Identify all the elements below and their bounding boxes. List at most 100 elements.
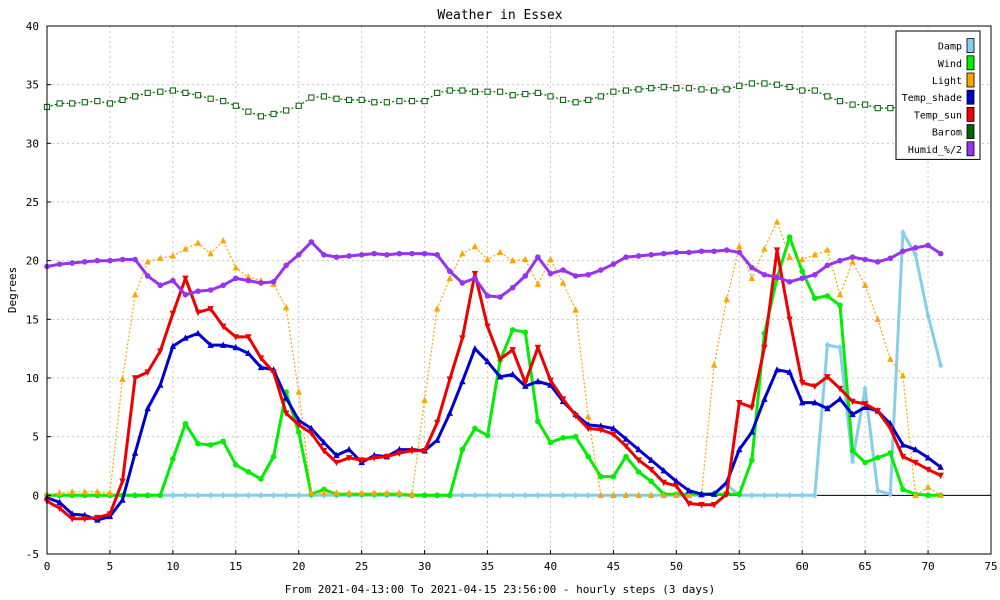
data-point: [94, 97, 101, 105]
data-point: [749, 264, 755, 271]
data-point: [673, 85, 680, 92]
data-point: [283, 107, 290, 114]
data-point: [824, 404, 831, 412]
data-point: [849, 101, 856, 108]
data-point: [849, 457, 856, 465]
data-point: [812, 491, 818, 499]
data-point: [358, 96, 365, 104]
data-point: [786, 278, 793, 285]
data-point: [811, 295, 818, 302]
data-point: [283, 262, 289, 269]
data-point: [900, 229, 906, 237]
data-point: [207, 95, 214, 102]
data-point: [736, 399, 743, 407]
data-point: [635, 457, 642, 464]
data-point: [232, 334, 239, 341]
data-point: [358, 457, 365, 464]
data-point: [396, 250, 403, 257]
data-point: [56, 505, 63, 512]
data-point: [320, 489, 328, 496]
data-point: [169, 252, 177, 259]
data-point: [710, 87, 718, 94]
data-point: [132, 93, 139, 100]
data-point: [421, 250, 428, 257]
data-point: [194, 309, 202, 316]
data-point: [900, 486, 906, 493]
grid: [47, 26, 991, 554]
data-point: [182, 89, 189, 96]
data-point: [925, 312, 931, 320]
data-point: [320, 438, 328, 446]
x-tick-label: 30: [418, 560, 431, 573]
data-point: [597, 426, 605, 434]
data-point: [434, 252, 440, 258]
data-point: [938, 361, 944, 369]
data-point: [937, 463, 944, 470]
data-point: [874, 454, 881, 461]
data-point: [144, 258, 151, 265]
data-point: [773, 366, 781, 373]
data-point: [396, 450, 403, 457]
data-point: [736, 445, 743, 453]
data-point: [484, 88, 491, 95]
series-4: [43, 247, 944, 523]
data-point: [182, 420, 189, 427]
data-point: [68, 510, 76, 517]
legend-item: Light: [932, 72, 975, 88]
data-point: [585, 425, 592, 433]
data-point: [484, 255, 491, 263]
data-point: [610, 88, 617, 95]
data-point: [837, 302, 843, 309]
data-point: [182, 334, 189, 341]
legend-label: Humid_%/2: [908, 145, 962, 156]
data-point: [900, 248, 906, 255]
data-point: [849, 447, 856, 454]
data-point: [69, 100, 76, 107]
series-group: [43, 80, 944, 523]
data-point: [786, 83, 793, 91]
y-tick-label: 0: [32, 489, 39, 502]
data-point: [472, 275, 478, 282]
data-point: [459, 491, 465, 499]
data-point: [471, 270, 479, 278]
data-point: [270, 453, 277, 460]
data-point: [446, 492, 453, 499]
data-point: [282, 303, 290, 311]
data-point: [685, 491, 693, 499]
data-point: [635, 491, 642, 499]
data-point: [572, 412, 579, 420]
data-point: [698, 86, 705, 93]
data-point: [874, 105, 881, 112]
data-point: [547, 381, 554, 388]
data-point: [233, 491, 239, 499]
data-point: [647, 466, 655, 474]
data-point: [912, 251, 919, 259]
legend-label: Damp: [938, 42, 962, 53]
data-point: [144, 273, 151, 279]
data-point: [472, 425, 478, 432]
data-point: [358, 252, 365, 258]
y-tick-label: -5: [26, 548, 39, 561]
data-point: [736, 82, 743, 89]
data-point: [497, 491, 503, 499]
data-point: [522, 491, 528, 499]
data-point: [585, 96, 592, 104]
data-point: [559, 396, 567, 403]
data-point: [811, 398, 818, 406]
x-tick-label: 50: [670, 560, 683, 573]
data-point: [774, 491, 780, 499]
data-point: [484, 323, 491, 331]
x-tick-label: 10: [166, 560, 179, 573]
data-point: [862, 459, 868, 466]
data-point: [874, 408, 881, 415]
data-point: [446, 274, 453, 281]
data-point: [887, 355, 894, 362]
data-point: [257, 363, 265, 371]
series-line: [46, 82, 941, 117]
data-point: [585, 271, 592, 278]
data-point: [496, 248, 504, 256]
data-point: [245, 349, 252, 357]
data-point: [283, 491, 289, 499]
data-point: [799, 491, 805, 499]
data-point: [660, 466, 667, 474]
